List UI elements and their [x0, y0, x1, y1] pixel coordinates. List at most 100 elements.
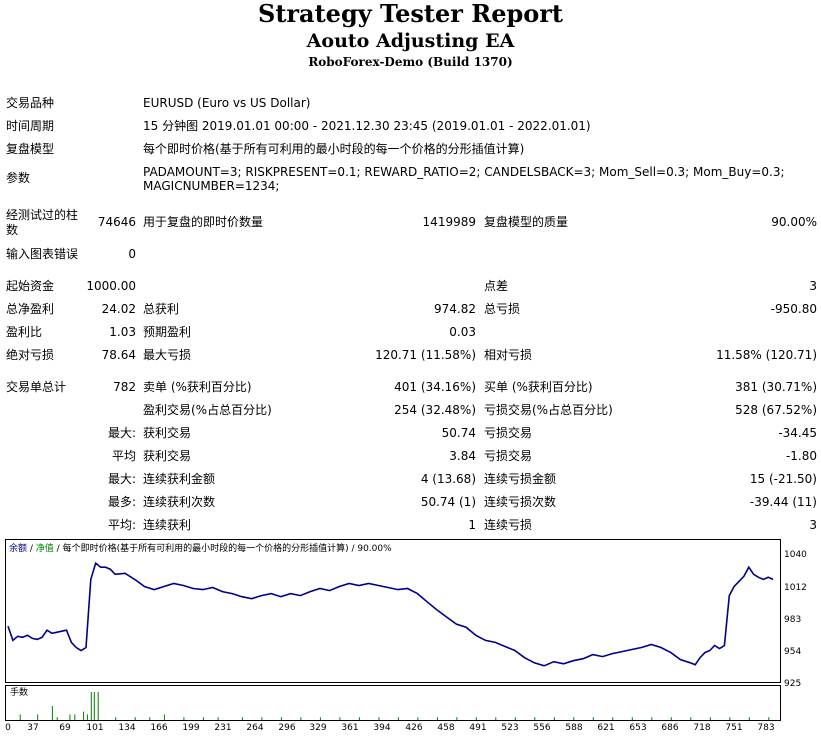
largest-label: 最大:	[107, 426, 136, 440]
max-consecutive-wins-label: 连续获利金额	[143, 472, 216, 486]
model-value: 每个即时价格(基于所有可利用的最小时段的每一个价格的分形插值计算)	[143, 142, 525, 156]
most-profit-value: 50.74 (1)	[420, 495, 476, 509]
quality-value: 90.00%	[771, 215, 817, 229]
expected-payoff-value: 0.03	[449, 325, 476, 339]
volume-bar	[149, 717, 151, 720]
symbol-value: EURUSD (Euro vs US Dollar)	[143, 96, 311, 110]
balance-line-layer	[7, 561, 774, 667]
x-tick-label: 134	[118, 723, 136, 733]
params-line-1: PADAMOUNT=3; RISKPRESENT=0.1; REWARD_RAT…	[143, 165, 785, 179]
gross-loss-value: -950.80	[770, 302, 817, 316]
volume-bar	[417, 717, 419, 720]
average-loss-value: -1.80	[785, 449, 817, 463]
y-tick-label: 1012	[784, 583, 807, 593]
volume-bar	[456, 717, 458, 720]
x-tick-label: 101	[86, 723, 104, 733]
x-tick-label: 231	[214, 723, 232, 733]
x-tick-label: 394	[373, 723, 391, 733]
errors-label: 输入图表错误	[6, 247, 79, 261]
volume-bar	[631, 717, 633, 720]
volume-bar	[300, 717, 302, 720]
volume-bar	[202, 717, 204, 720]
volume-bar	[51, 706, 53, 720]
report-title: Strategy Tester Report	[257, 0, 564, 28]
deposit-value: 1000.00	[86, 279, 136, 293]
period-value: 15 分钟图 2019.01.01 00:00 - 2021.12.30 23:…	[143, 119, 591, 133]
x-tick-label: 556	[533, 723, 551, 733]
bars-label-line-2: 数	[6, 223, 19, 237]
volume-bar	[183, 717, 185, 720]
x-tick-label: 523	[501, 723, 519, 733]
volume-bar	[651, 717, 653, 720]
ticks-label: 用于复盘的即时价数量	[143, 215, 264, 229]
x-tick-label: 361	[341, 723, 359, 733]
average-consecutive-label: 平均:	[107, 518, 136, 532]
ticks-value: 1419989	[422, 215, 476, 229]
total-trades-value: 782	[113, 380, 136, 394]
volume-bar	[534, 717, 536, 720]
y-tick-label: 925	[784, 679, 802, 689]
volume-bar	[339, 717, 341, 720]
symbol-label: 交易品种	[6, 96, 55, 110]
volume-bar	[612, 717, 614, 720]
largest-profit-value: 50.74	[441, 426, 476, 440]
gross-profit-value: 974.82	[434, 302, 476, 316]
model-label: 复盘模型	[6, 142, 55, 156]
average-profit-value: 3.84	[449, 449, 476, 463]
short-positions-label: 卖单 (%获利百分比)	[143, 380, 252, 394]
long-positions-label: 买单 (%获利百分比)	[484, 380, 593, 394]
average-consecutive-wins-value: 1	[468, 518, 476, 532]
period-label: 时间周期	[6, 119, 55, 133]
params-label: 参数	[6, 171, 31, 185]
volume-chart: 手数	[5, 685, 781, 721]
absolute-drawdown-value: 78.64	[101, 348, 136, 362]
profit-trades-value: 254 (32.48%)	[394, 403, 476, 417]
x-tick-label: 426	[405, 723, 423, 733]
volume-bar	[90, 692, 92, 720]
volume-bar	[134, 717, 136, 720]
average-profit-label: 获利交易	[143, 449, 192, 463]
average-consecutive-wins-label: 连续获利	[143, 518, 192, 532]
y-tick-label: 983	[784, 615, 802, 625]
balance-line	[7, 561, 774, 667]
net-profit-value: 24.02	[101, 302, 136, 316]
expected-payoff-label: 预期盈利	[143, 325, 192, 339]
volume-bar	[83, 711, 85, 720]
x-tick-label: 491	[469, 723, 487, 733]
volume-bar	[475, 717, 477, 720]
max-consecutive-wins-value: 4 (13.68)	[420, 472, 476, 486]
y-tick-label: 1040	[784, 550, 807, 560]
x-tick-label: 37	[27, 723, 39, 733]
volume-bar	[93, 692, 95, 720]
volume-bar	[261, 717, 263, 720]
caption-balance: 余额	[9, 544, 28, 554]
volume-bar	[768, 717, 770, 720]
maximal-drawdown-label: 最大亏损	[143, 348, 192, 362]
x-tick-label: 296	[278, 723, 296, 733]
volume-bar	[514, 717, 516, 720]
volume-bar	[37, 714, 39, 720]
most-label: 最多:	[107, 495, 136, 509]
largest-loss-label: 亏损交易	[484, 426, 533, 440]
caption-model: 每个即时价格(基于所有可利用的最小时段的每一个价格的分形插值计算)	[62, 544, 349, 554]
volume-chart-svg	[19, 692, 770, 720]
volume-bar	[709, 717, 711, 720]
largest-loss-value: -34.45	[778, 426, 817, 440]
average-consecutive-losses-value: 3	[809, 518, 817, 532]
most-loss-value: -39.44 (11)	[749, 495, 817, 509]
volume-bar	[436, 717, 438, 720]
x-tick-label: 718	[693, 723, 711, 733]
volume-bar	[74, 714, 76, 720]
x-tick-label: 653	[629, 723, 647, 733]
volume-bar	[690, 717, 692, 720]
caption-equity: 净值	[35, 544, 54, 554]
most-profit-label: 连续获利次数	[143, 495, 216, 509]
maximal-drawdown-value: 120.71 (11.58%)	[375, 348, 476, 362]
y-tick-label: 954	[784, 647, 802, 657]
x-tick-label: 783	[757, 723, 775, 733]
x-tick-label: 686	[661, 723, 679, 733]
volume-bar	[319, 717, 321, 720]
net-profit-label: 总净盈利	[6, 302, 55, 316]
average-consecutive-losses-label: 连续亏损	[484, 518, 533, 532]
relative-drawdown-label: 相对亏损	[484, 348, 533, 362]
